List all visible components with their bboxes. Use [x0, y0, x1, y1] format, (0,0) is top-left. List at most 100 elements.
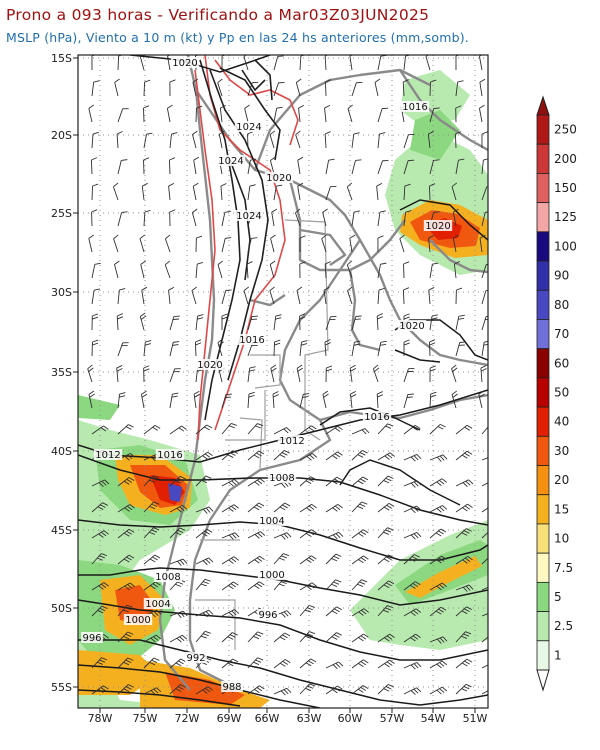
isobar-label-bg: [237, 334, 267, 345]
wind-barb: [88, 234, 95, 253]
lat-label: 45S: [51, 524, 72, 537]
wind-barb: [298, 104, 305, 123]
colorbar-label: 250: [554, 123, 577, 137]
colorbar-label: 10: [554, 532, 569, 546]
wind-barb: [221, 478, 240, 487]
wind-barb: [429, 339, 436, 357]
wind-barb: [91, 55, 96, 71]
wind-barb: [143, 657, 160, 669]
wind-barb: [377, 235, 384, 253]
wind-barb: [221, 658, 239, 669]
wind-barb: [403, 368, 415, 383]
wind-barb: [116, 365, 123, 383]
wind-barb: [169, 209, 176, 227]
wind-barb: [247, 581, 265, 591]
isobar-label: 1004: [145, 599, 170, 610]
wind-barb: [270, 364, 277, 383]
wind-barb: [247, 555, 265, 565]
wind-barb: [91, 209, 98, 227]
lat-label: 30S: [51, 286, 72, 299]
wind-barb: [403, 633, 421, 643]
wind-barb: [429, 636, 448, 644]
wind-barb: [91, 605, 108, 617]
lat-label: 25S: [51, 207, 72, 220]
wind-barb: [299, 604, 315, 617]
wind-barb: [218, 130, 225, 149]
isobar-label: 1012: [95, 450, 120, 461]
wind-barb: [346, 260, 353, 279]
wind-barb: [273, 450, 290, 461]
wind-barb: [299, 313, 306, 331]
wind-barb: [273, 339, 281, 357]
wind-barb: [325, 579, 342, 591]
isobar-label-bg: [257, 609, 279, 620]
wind-barb: [221, 393, 232, 409]
wind-barb: [169, 634, 188, 643]
isobar-label: 1020: [172, 58, 197, 69]
wind-barb: [481, 158, 488, 175]
wind-barb: [299, 503, 317, 513]
colorbar-swatch: [536, 406, 550, 437]
wind-barb: [455, 584, 474, 592]
wind-barb: [195, 557, 214, 566]
wind-barb: [324, 131, 331, 149]
wind-barb: [191, 286, 197, 305]
map-title: Prono a 093 horas - Verificando a Mar03Z…: [6, 6, 430, 24]
wind-barb: [141, 286, 148, 305]
wind-barb: [195, 424, 213, 435]
wind-barb: [376, 391, 384, 409]
wind-barb: [478, 390, 485, 409]
wind-barb: [429, 262, 439, 279]
wind-barb: [429, 391, 437, 409]
wind-barb: [299, 393, 310, 409]
wind-barb: [351, 159, 362, 175]
wind-barb: [451, 364, 458, 383]
wind-barb: [117, 604, 133, 617]
wind-barb: [297, 156, 304, 175]
wind-barb: [247, 631, 264, 643]
wind-barb: [195, 528, 213, 539]
wind-barb: [91, 530, 109, 539]
wind-barb: [429, 365, 436, 383]
wind-barb: [195, 475, 212, 487]
wind-barb: [454, 131, 462, 149]
wind-barb: [455, 158, 465, 175]
wind-barb: [221, 556, 239, 565]
wind-barb: [269, 260, 276, 279]
colorbar-swatch: [536, 611, 550, 642]
wind-barb: [455, 105, 462, 123]
isobar-label-bg: [123, 614, 153, 625]
wind-barb: [455, 606, 473, 617]
wind-barb: [377, 684, 394, 695]
wind-barb: [455, 55, 460, 71]
wind-barb: [195, 261, 204, 279]
wind-barb: [351, 428, 370, 435]
wind-barb: [299, 683, 316, 695]
wind-barb: [403, 210, 412, 227]
wind-barb: [481, 690, 488, 695]
wind-barb: [377, 262, 387, 279]
wind-barb: [140, 260, 146, 279]
wind-barb: [273, 55, 284, 71]
wind-barb: [351, 659, 369, 669]
wind-barb: [429, 159, 440, 175]
wind-barb: [455, 341, 466, 357]
wind-barb: [191, 208, 198, 227]
wind-barb: [273, 82, 285, 97]
wind-barb: [299, 425, 317, 435]
wind-barb: [325, 425, 343, 435]
wind-barb: [217, 260, 224, 279]
wind-barb: [372, 364, 380, 383]
wind-barb: [91, 425, 109, 435]
wind-barb: [351, 579, 368, 591]
colorbar-swatch: [536, 581, 550, 612]
wind-barb: [195, 105, 203, 123]
lon-label: 60W: [338, 712, 363, 725]
wind-barb: [169, 368, 181, 383]
wind-barb: [351, 608, 369, 617]
wind-barb: [220, 183, 227, 201]
wind-barb: [247, 391, 255, 409]
wind-barb: [481, 531, 488, 539]
wind-barb: [403, 339, 410, 357]
wind-barb: [299, 582, 317, 591]
